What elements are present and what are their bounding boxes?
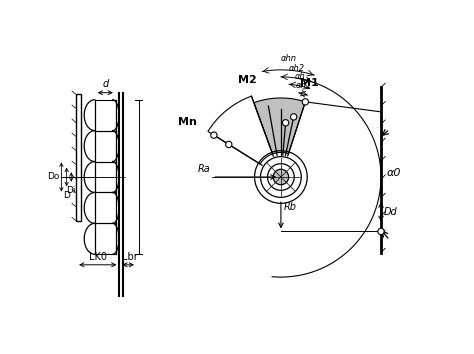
Circle shape [211,132,217,138]
Text: Mn: Mn [178,117,197,127]
Circle shape [378,228,384,235]
Circle shape [283,120,289,126]
Text: α0: α0 [386,169,401,178]
Text: αh2: αh2 [289,64,305,73]
Text: αh: αh [295,72,306,81]
Text: M1: M1 [301,79,319,88]
Bar [76,95,81,221]
Circle shape [302,99,309,105]
Text: αh1: αh1 [296,81,312,90]
Text: Di: Di [66,186,76,195]
Circle shape [273,169,289,185]
Text: Dd: Dd [384,207,398,217]
Text: D: D [63,191,70,200]
Text: LK0: LK0 [89,252,107,262]
Text: Ra: Ra [198,164,210,174]
Text: M2: M2 [238,75,256,85]
Circle shape [291,114,297,120]
Polygon shape [254,98,305,154]
Polygon shape [208,96,273,164]
Text: αhn: αhn [281,54,297,63]
Text: Lbr: Lbr [122,252,138,262]
Text: Do: Do [47,172,60,182]
Text: d: d [102,79,109,89]
Text: Rb: Rb [284,202,297,212]
Circle shape [226,141,232,148]
